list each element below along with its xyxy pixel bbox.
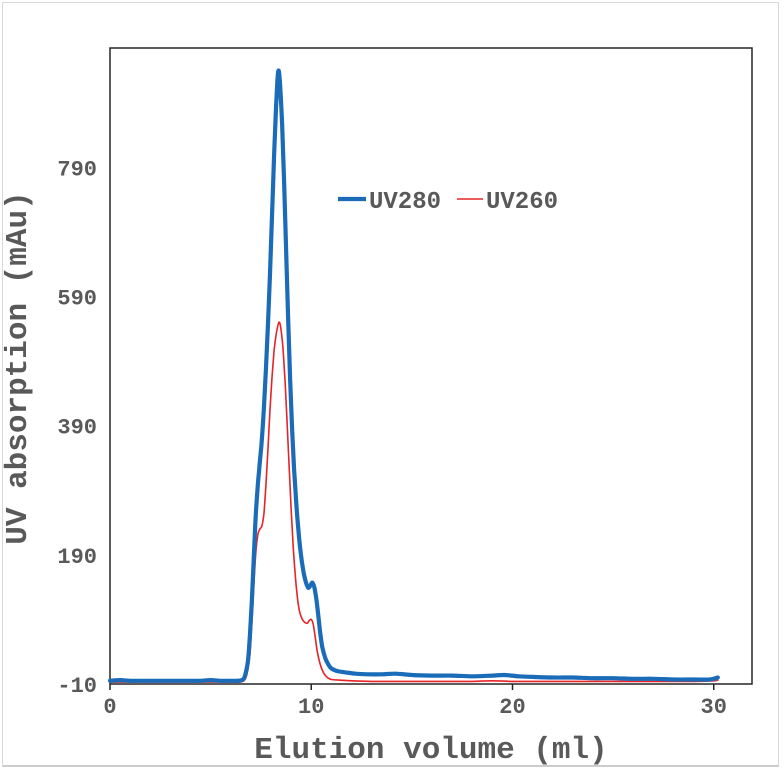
y-tick-label: 790 — [57, 157, 97, 182]
y-tick-label: 390 — [57, 416, 97, 441]
y-tick-label: 590 — [57, 287, 97, 312]
series-line-uv280 — [107, 68, 720, 683]
x-tick-label: 10 — [298, 695, 324, 720]
x-axis-title: Elution volume (ml) — [254, 733, 607, 768]
y-axis-title: UV absorption (mAu) — [1, 191, 36, 544]
legend: UV280 UV260 — [338, 189, 558, 216]
y-tick-label: -10 — [57, 674, 97, 699]
series-curves — [107, 68, 720, 683]
x-tick-label: 20 — [499, 695, 525, 720]
plot-area-border — [109, 47, 753, 685]
x-tick-label: 30 — [701, 695, 727, 720]
axis-ticks: 0 10 20 30 -10 190 390 590 790 — [57, 157, 727, 720]
legend-label-uv280: UV280 — [369, 189, 441, 216]
x-tick-label: 0 — [103, 695, 116, 720]
y-tick-label: 190 — [57, 545, 97, 570]
legend-label-uv260: UV260 — [486, 189, 558, 216]
